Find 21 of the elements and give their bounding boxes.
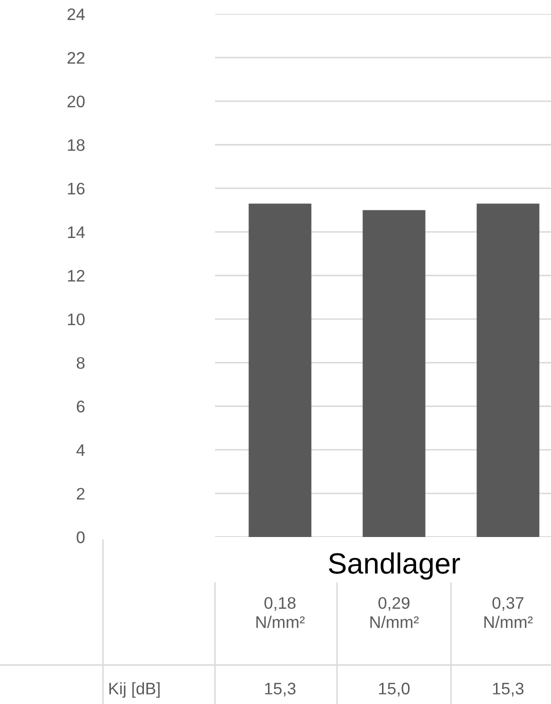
- y-tick-label: 10: [68, 313, 85, 326]
- x-axis-title: Sandlager: [328, 552, 460, 580]
- y-tick-label: 8: [76, 357, 85, 369]
- data-label: 15,0: [379, 682, 410, 696]
- y-tick-label: 18: [68, 139, 85, 151]
- y-tick-label: 16: [68, 182, 85, 195]
- data-label: 15,3: [265, 682, 296, 696]
- x-tick-label: 0,37 N/mm²: [484, 597, 533, 628]
- y-tick-label: 14: [68, 226, 85, 238]
- text: Kij [dB]: [109, 682, 160, 698]
- y-tick-label: 6: [76, 400, 85, 412]
- y-tick-label: 20: [68, 96, 85, 108]
- data-label: 15,3: [493, 682, 524, 696]
- y-tick-label: 4: [76, 444, 85, 456]
- x-tick-label: 0,18 N/mm²: [256, 597, 305, 628]
- y-tick-label: 0: [76, 531, 85, 544]
- y-tick-label: 22: [68, 52, 84, 64]
- y-tick-label: 2: [76, 488, 84, 500]
- y-tick-label: 24: [68, 8, 85, 20]
- x-tick-label: 0,29 N/mm²: [370, 597, 419, 628]
- y-tick-label: 12: [68, 270, 84, 282]
